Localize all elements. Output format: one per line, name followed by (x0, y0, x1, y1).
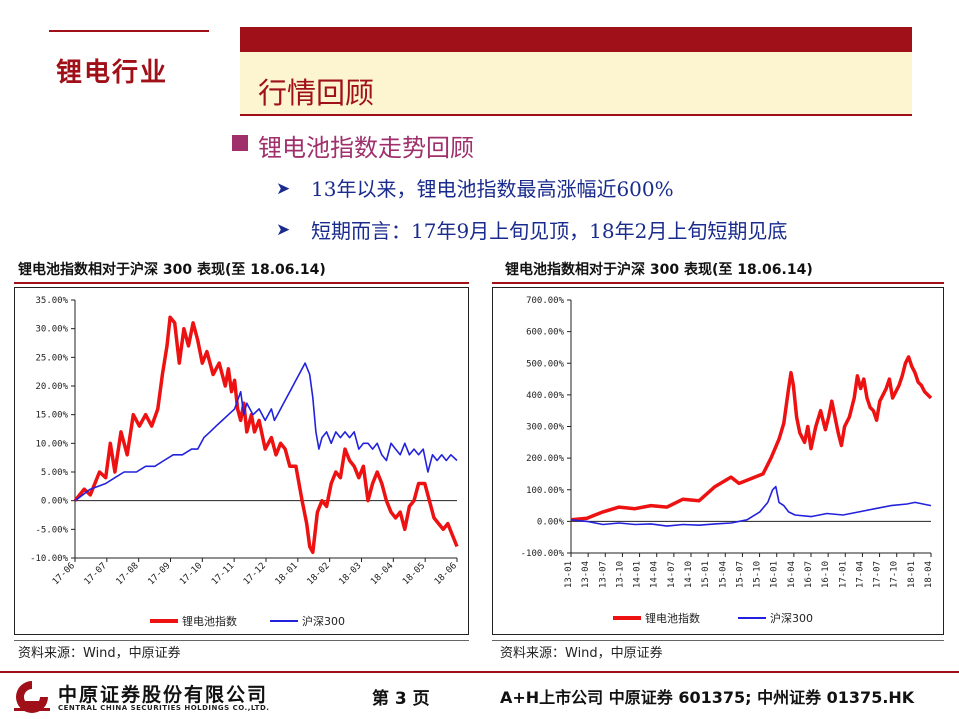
x-tick-label: 17-09 (146, 561, 172, 587)
x-tick-label: 17-11 (210, 561, 236, 587)
y-tick-label: 100.00% (526, 486, 565, 496)
y-tick-label: 20.00% (35, 382, 68, 392)
y-tick-label: 200.00% (526, 454, 565, 464)
x-tick-label: 13-04 (581, 561, 591, 588)
x-tick-label: 18-06 (433, 561, 459, 587)
x-tick-label: 17-08 (115, 561, 141, 587)
chart-1-source-divider (14, 640, 469, 641)
series-line-lithium-index (73, 315, 459, 555)
x-tick-label: 15-10 (753, 561, 763, 588)
x-tick-label: 17-07 (83, 561, 109, 587)
y-tick-label: 35.00% (35, 296, 68, 306)
series-line-hs300 (570, 485, 932, 527)
x-tick-label: 17-07 (873, 561, 883, 588)
legend-label: 沪深300 (770, 611, 813, 625)
y-tick-label: 25.00% (35, 353, 68, 363)
content-heading: 锂电池指数走势回顾 (258, 134, 474, 162)
heading-bullet-square-icon (232, 135, 248, 151)
y-tick-label: 500.00% (526, 359, 565, 369)
y-tick-label: -5.00% (35, 525, 68, 535)
x-tick-label: 18-04 (924, 561, 934, 588)
chart-1-frame: 35.00% 30.00% 25.00% 20.00% 15.00% 10.00% 5.00… (14, 287, 469, 635)
y-tick-label: -100.00% (521, 549, 565, 559)
bullet-point-1: 13年以来，锂电池指数最高涨幅近600% (311, 177, 674, 201)
x-tick-label: 16-01 (770, 561, 780, 588)
y-tick-label: 10.00% (35, 439, 68, 449)
x-tick-label: 17-12 (242, 561, 268, 587)
header-underline (240, 114, 912, 116)
x-tick-label: 16-10 (821, 561, 831, 588)
x-tick-label: 13-07 (598, 561, 608, 588)
chart-1-title: 锂电池指数相对于沪深 300 表现(至 18.06.14) (18, 262, 326, 278)
x-tick-label: 15-01 (701, 561, 711, 588)
company-name-cn: 中原证券股份有限公司 (58, 684, 269, 706)
bullet-point-2: 短期而言：17年9月上旬见顶，18年2月上旬短期见底 (311, 219, 788, 243)
y-tick-label: 30.00% (35, 325, 68, 335)
x-tick-label: 14-04 (650, 561, 660, 588)
section-title: 行情回顾 (258, 76, 375, 110)
y-tick-label: 600.00% (526, 328, 565, 338)
header-cream-band (240, 52, 912, 114)
x-tick-label: 15-04 (718, 561, 728, 588)
arrow-bullet-icon: ➤ (276, 220, 291, 240)
y-tick-label: 700.00% (526, 296, 565, 306)
x-tick-label: 17-10 (178, 561, 204, 587)
x-tick-label: 17-06 (51, 561, 77, 587)
x-tick-label: 16-04 (787, 561, 797, 588)
x-tick-label: 14-01 (633, 561, 643, 588)
x-tick-label: 13-01 (564, 561, 574, 588)
arrow-bullet-icon: ➤ (276, 179, 291, 199)
chart-1-title-underline (14, 282, 469, 284)
y-tick-label: 0.00% (41, 497, 69, 507)
x-tick-label: 14-10 (684, 561, 694, 588)
listing-info: A+H上市公司 中原证券 601375; 中州证券 01375.HK (500, 688, 915, 707)
x-tick-label: 17-10 (890, 561, 900, 588)
series-line-hs300 (74, 362, 458, 502)
header-red-band (240, 27, 912, 52)
x-tick-label: 17-04 (855, 561, 865, 588)
x-tick-label: 18-02 (306, 561, 332, 587)
sector-divider (49, 30, 209, 32)
chart-2-source-divider (492, 640, 944, 641)
chart-2-title-underline (492, 282, 944, 284)
company-logo-icon (14, 681, 50, 713)
legend-label: 锂电池指数 (645, 611, 700, 625)
series-line-lithium-index (570, 355, 933, 522)
y-tick-label: 5.00% (41, 468, 69, 478)
sector-label: 锂电行业 (56, 58, 169, 88)
footer-divider (0, 671, 959, 673)
chart-1-source: 资料来源：Wind，中原证券 (18, 646, 181, 661)
chart-2-frame: 700.00% 600.00% 500.00% 400.00% 300.00% 200.0… (492, 287, 944, 635)
x-tick-label: 18-01 (907, 561, 917, 588)
x-tick-label: 14-07 (667, 561, 677, 588)
y-tick-label: -10.00% (30, 554, 69, 564)
y-tick-label: 400.00% (526, 391, 565, 401)
y-tick-label: 0.00% (537, 517, 565, 527)
page-number: 第 3 页 (372, 689, 430, 709)
chart-2-title: 锂电池指数相对于沪深 300 表现(至 18.06.14) (505, 262, 813, 278)
chart-1-plot: 35.00% 30.00% 25.00% 20.00% 15.00% 10.00% 5.00… (30, 296, 459, 628)
legend-label: 沪深300 (302, 614, 345, 628)
x-tick-label: 17-01 (838, 561, 848, 588)
x-tick-label: 18-01 (274, 561, 300, 587)
x-tick-label: 18-03 (337, 561, 363, 587)
company-name-en: CENTRAL CHINA SECURITIES HOLDINGS CO.,LT… (58, 704, 270, 712)
y-tick-label: 300.00% (526, 423, 565, 433)
x-tick-label: 16-07 (804, 561, 814, 588)
chart-2-source: 资料来源：Wind，中原证券 (500, 646, 663, 661)
x-tick-label: 18-05 (401, 561, 427, 587)
chart-2-plot: 700.00% 600.00% 500.00% 400.00% 300.00% 200.0… (521, 296, 934, 625)
legend-label: 锂电池指数 (182, 614, 237, 628)
x-tick-label: 18-04 (369, 561, 395, 587)
x-tick-label: 13-10 (615, 561, 625, 588)
y-tick-label: 15.00% (35, 411, 68, 421)
x-tick-label: 15-07 (735, 561, 745, 588)
